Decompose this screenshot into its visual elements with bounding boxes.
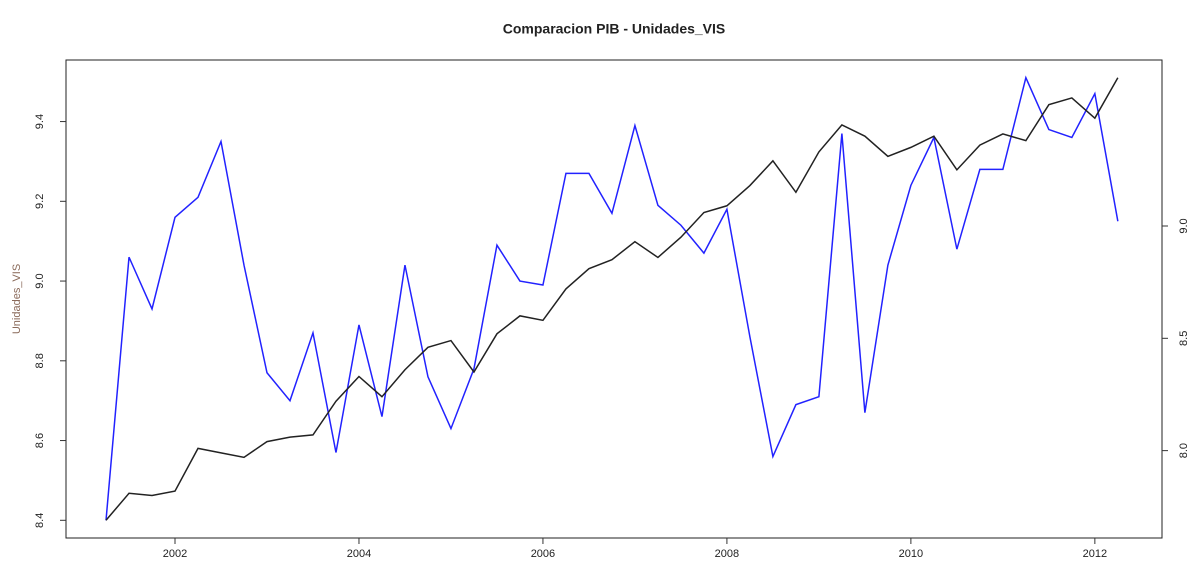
series-line xyxy=(105,77,1119,521)
x-tick-label: 2004 xyxy=(347,548,371,560)
y-tick-label: 8.4 xyxy=(34,513,46,528)
y-tick-label: 9.0 xyxy=(34,273,46,288)
chart-title: Comparacion PIB - Unidades_VIS xyxy=(503,21,726,37)
x-tick-label: 2002 xyxy=(163,548,187,560)
y2-tick-label: 9.0 xyxy=(1178,218,1190,233)
x-tick-label: 2010 xyxy=(899,548,923,560)
y-tick-label: 8.6 xyxy=(34,433,46,448)
y-tick-label: 9.2 xyxy=(34,194,46,209)
x-tick-label: 2012 xyxy=(1083,548,1107,560)
y2-tick-label: 8.5 xyxy=(1178,331,1190,346)
y-tick-label: 9.4 xyxy=(34,114,46,129)
y-axis-label: Unidades_VIS xyxy=(11,264,23,334)
series-line xyxy=(105,75,1119,521)
plot-box xyxy=(65,59,1163,539)
y2-tick-label: 8.0 xyxy=(1178,443,1190,458)
x-tick-label: 2008 xyxy=(715,548,739,560)
x-tick-label: 2006 xyxy=(531,548,555,560)
y-tick-label: 8.8 xyxy=(34,353,46,368)
